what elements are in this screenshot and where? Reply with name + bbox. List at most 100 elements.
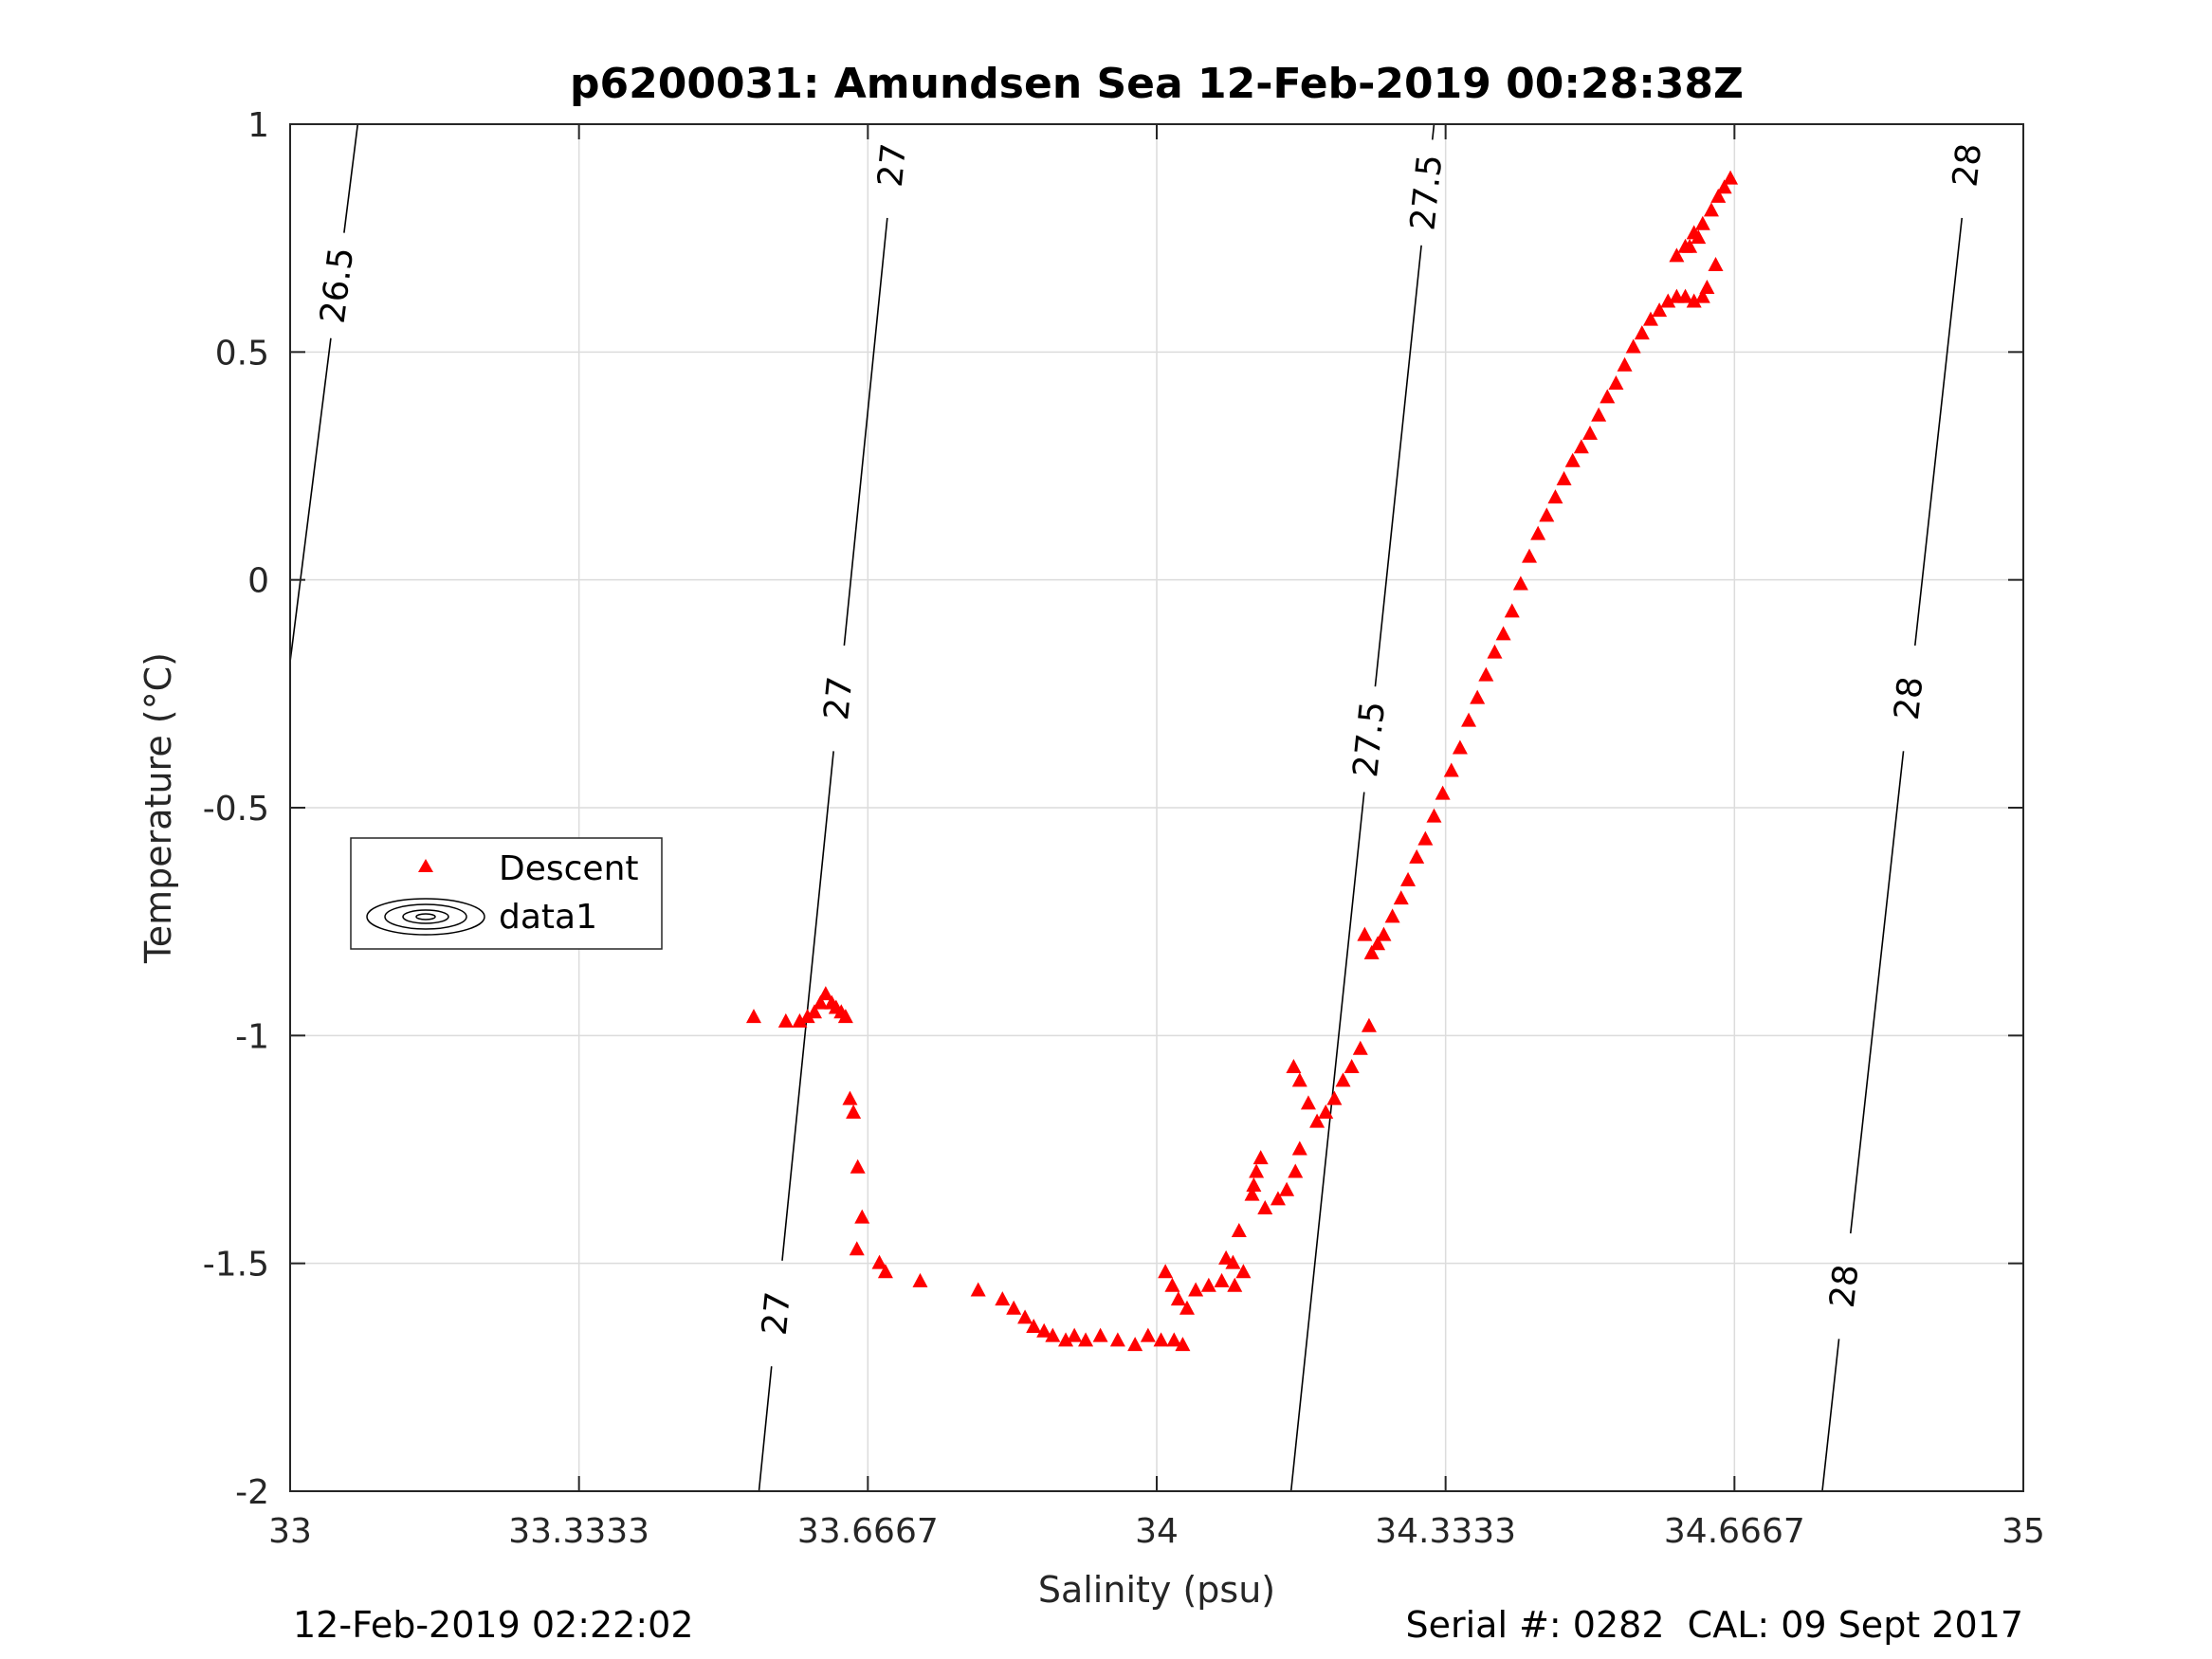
data-point	[837, 1009, 853, 1024]
y-tick-label: 0	[247, 562, 269, 601]
contour-segment	[1289, 792, 1365, 1492]
y-axis-ticks: 1 0.5 0 -0.5 -1 -1.5 -2	[203, 106, 2023, 1512]
data-point	[1582, 425, 1598, 440]
data-point	[871, 1254, 887, 1269]
data-point	[1470, 689, 1486, 704]
data-point	[1677, 238, 1693, 253]
data-point	[1166, 1332, 1182, 1347]
data-point	[1244, 1186, 1260, 1201]
data-point	[745, 1009, 761, 1024]
data-point	[1573, 439, 1589, 454]
contour-label: 27	[756, 1290, 798, 1338]
x-tick-label: 33	[268, 1512, 312, 1551]
y-tick-label: -1	[235, 1017, 269, 1056]
data-point	[850, 1158, 866, 1174]
data-point	[1487, 644, 1503, 659]
data-point	[1309, 1113, 1325, 1128]
data-point	[1109, 1332, 1125, 1347]
data-point	[1617, 356, 1633, 372]
data-point	[1495, 626, 1511, 641]
contour-segment	[1431, 123, 1435, 140]
data-point	[1326, 1090, 1343, 1105]
density-contours: 26.5 27 27 27 27.5 27.5 28 28 28	[289, 123, 1989, 1492]
data-point	[1235, 1264, 1252, 1279]
data-point	[1677, 288, 1693, 303]
data-point	[1036, 1322, 1052, 1338]
data-point	[1225, 1254, 1241, 1269]
data-point	[1252, 1150, 1269, 1165]
data-point	[1478, 666, 1494, 682]
data-point	[1026, 1318, 1042, 1333]
legend-data1-label: data1	[499, 898, 597, 937]
data-point	[1384, 908, 1400, 923]
data-point	[817, 986, 833, 1001]
x-tick-label: 35	[2002, 1512, 2045, 1551]
data-point	[1608, 374, 1624, 390]
data-point	[1246, 1176, 1262, 1192]
data-point	[1556, 470, 1572, 485]
data-point	[1291, 1140, 1307, 1156]
data-point	[854, 1209, 870, 1224]
data-point	[1461, 712, 1477, 727]
data-point	[1006, 1300, 1022, 1315]
data-point	[1179, 1300, 1195, 1315]
data-point	[1686, 225, 1702, 240]
data-point	[1686, 293, 1702, 308]
data-point	[849, 1241, 865, 1256]
data-point	[1426, 808, 1442, 823]
data-point	[1634, 325, 1650, 340]
legend: Descent data1	[350, 837, 663, 950]
data-point	[1045, 1327, 1061, 1342]
data-point	[1067, 1327, 1083, 1342]
data-point	[842, 1090, 858, 1105]
data-point	[1710, 188, 1727, 203]
data-point	[970, 1282, 986, 1297]
contour-segment	[843, 217, 888, 647]
contour-label: 28	[1888, 675, 1931, 722]
data-point	[1158, 1264, 1174, 1279]
data-point	[1564, 452, 1581, 467]
descent-series	[745, 170, 1739, 1352]
chart-title: p6200031: Amundsen Sea 12-Feb-2019 00:28…	[570, 60, 1744, 108]
data-point	[1357, 926, 1373, 941]
data-point	[1200, 1277, 1216, 1292]
legend-contour-icon	[366, 898, 485, 936]
contour-segment	[781, 751, 834, 1261]
data-point	[1435, 785, 1451, 800]
data-point	[1708, 257, 1724, 272]
legend-box	[350, 837, 663, 950]
contour-line	[1821, 217, 1964, 1492]
data-point	[1361, 1017, 1377, 1032]
data-point	[806, 1004, 822, 1019]
data-point	[1393, 890, 1409, 905]
data-point	[1539, 507, 1555, 522]
contour-segment	[1821, 1339, 1840, 1492]
contour-label: 27	[817, 675, 860, 722]
data-point	[1344, 1058, 1360, 1073]
data-point	[1652, 302, 1668, 318]
data-point	[912, 1272, 928, 1287]
contour-segment	[1374, 245, 1422, 687]
data-point	[1660, 293, 1676, 308]
data-point	[1164, 1277, 1180, 1292]
data-point	[1153, 1332, 1169, 1347]
data-point	[1716, 179, 1732, 194]
contour-segment	[1849, 751, 1905, 1234]
data-point	[1504, 603, 1520, 618]
data-point	[1409, 848, 1425, 864]
data-point	[1699, 280, 1715, 295]
contour-label: 28	[1946, 141, 1989, 189]
data-point	[1703, 202, 1719, 217]
x-tick-label: 33.6667	[797, 1512, 939, 1551]
data-point	[1547, 489, 1563, 504]
data-point	[1279, 1181, 1295, 1196]
y-tick-label: 1	[247, 106, 269, 145]
data-point	[1078, 1332, 1094, 1347]
data-point	[1376, 926, 1392, 941]
data-point	[1352, 1040, 1368, 1055]
data-point	[1249, 1163, 1265, 1178]
data-point	[1188, 1282, 1204, 1297]
data-point	[1363, 944, 1380, 959]
x-tick-label: 34	[1135, 1512, 1179, 1551]
